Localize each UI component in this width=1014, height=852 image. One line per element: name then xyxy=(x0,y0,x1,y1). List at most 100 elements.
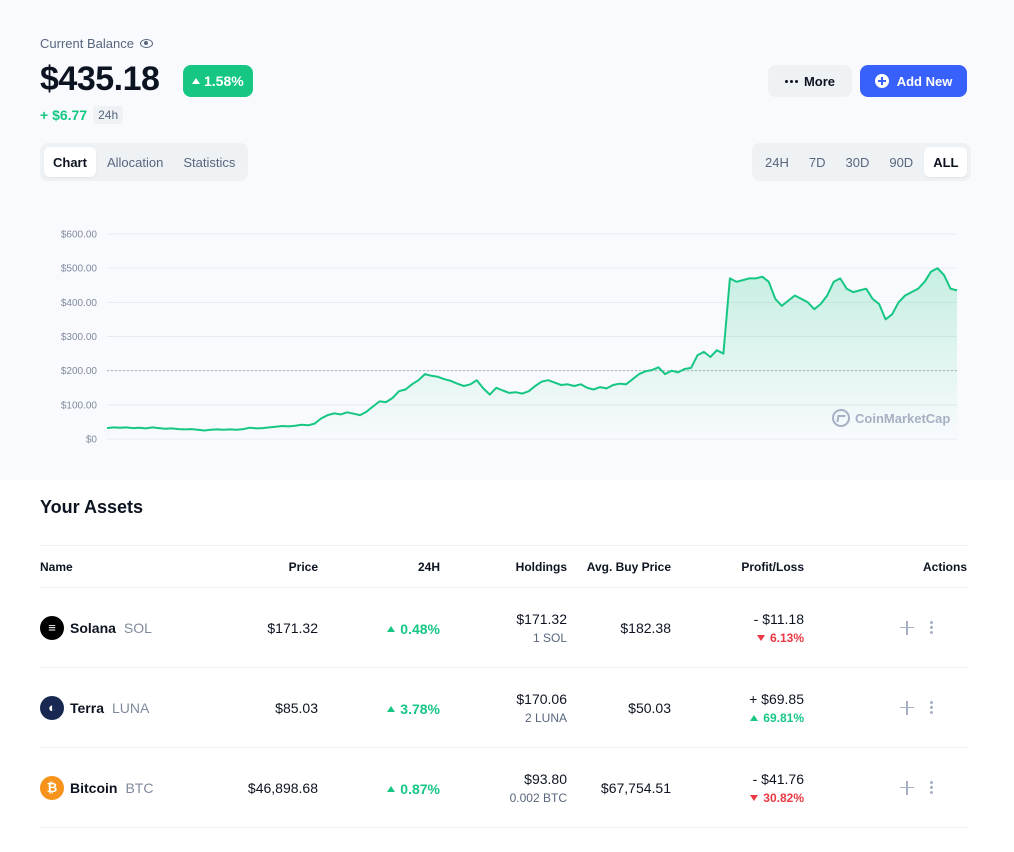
asset-pl-cell: + $69.85 69.81% xyxy=(671,667,804,748)
coinmarketcap-logo-icon xyxy=(832,409,850,427)
more-button-label: More xyxy=(803,73,836,89)
asset-24h-change: 0.48% xyxy=(400,620,440,637)
asset-24h-cell: 3.78% xyxy=(318,667,440,748)
holdings-value: $93.80 xyxy=(524,770,567,787)
tab-allocation[interactable]: Allocation xyxy=(106,154,164,170)
add-new-button-label: Add New xyxy=(896,73,953,89)
asset-avg-buy: $182.38 xyxy=(567,587,671,668)
pl-value: + $69.85 xyxy=(749,690,804,707)
add-transaction-icon[interactable] xyxy=(900,780,914,795)
solana-icon: ≡ xyxy=(40,615,64,640)
kebab-menu-icon[interactable] xyxy=(930,781,933,794)
range-7d[interactable]: 7D xyxy=(808,154,826,170)
current-balance: $435.18 xyxy=(40,60,160,98)
asset-price: $171.32 xyxy=(190,587,318,668)
balance-change-pct: 1.58% xyxy=(204,73,244,89)
asset-row[interactable]: ₿ Bitcoin BTC $46,898.68 0.87% $93.80 0.002 BT… xyxy=(40,747,967,828)
caret-down-icon xyxy=(750,794,759,801)
pl-pct: 69.81% xyxy=(763,710,804,725)
col-avg-buy[interactable]: Avg. Buy Price xyxy=(567,545,671,588)
range-90d[interactable]: 90D xyxy=(889,154,914,170)
balance-change-abs: + $6.77 xyxy=(40,107,88,123)
asset-name[interactable]: Bitcoin xyxy=(70,779,118,796)
eye-icon[interactable] xyxy=(139,39,153,48)
asset-avg-buy: $50.03 xyxy=(567,667,671,748)
add-transaction-icon[interactable] xyxy=(900,700,914,715)
kebab-menu-icon[interactable] xyxy=(930,701,933,714)
asset-symbol: SOL xyxy=(123,619,152,636)
current-balance-label: Current Balance xyxy=(40,36,153,51)
col-24h[interactable]: 24H xyxy=(318,545,440,588)
asset-price: $85.03 xyxy=(190,667,318,748)
caret-up-icon xyxy=(387,625,396,632)
asset-name-cell: ≡ Solana SOL xyxy=(40,587,190,668)
pl-pct: 30.82% xyxy=(763,790,804,805)
asset-actions-cell xyxy=(804,747,967,828)
add-transaction-icon[interactable] xyxy=(900,620,914,635)
caret-down-icon xyxy=(756,634,765,641)
asset-name-cell: ₿ Bitcoin BTC xyxy=(40,747,190,828)
asset-row[interactable]: ≡ Solana SOL $171.32 0.48% $171.32 1 SOL $182.3… xyxy=(40,587,967,668)
watermark-text: CoinMarketCap xyxy=(855,410,951,426)
tab-statistics[interactable]: Statistics xyxy=(183,154,236,170)
range-30d[interactable]: 30D xyxy=(845,154,870,170)
col-actions: Actions xyxy=(804,545,967,588)
col-price[interactable]: Price xyxy=(190,545,318,588)
asset-price: $46,898.68 xyxy=(190,747,318,828)
more-button[interactable]: More xyxy=(768,65,852,97)
asset-24h-change: 3.78% xyxy=(400,700,440,717)
asset-actions-cell xyxy=(804,667,967,748)
asset-pl-cell: - $11.18 6.13% xyxy=(671,587,804,668)
y-tick-label: $300.00 xyxy=(61,332,98,343)
y-tick-label: $0 xyxy=(86,435,98,446)
asset-name-cell: ◐ Terra LUNA xyxy=(40,667,190,748)
more-dots-icon xyxy=(784,79,798,83)
balance-change: + $6.77 24h xyxy=(40,106,124,124)
y-tick-label: $200.00 xyxy=(61,366,98,377)
plus-circle-icon xyxy=(874,74,889,88)
holdings-value: $170.06 xyxy=(516,690,567,707)
tab-chart[interactable]: Chart xyxy=(44,147,96,177)
terra-icon: ◐ xyxy=(40,695,64,720)
caret-up-icon xyxy=(387,705,396,712)
asset-name[interactable]: Solana xyxy=(70,619,116,636)
holdings-qty: 2 LUNA xyxy=(524,710,567,725)
range-all[interactable]: ALL xyxy=(924,147,968,177)
assets-table: Name Price 24H Holdings Avg. Buy Price P… xyxy=(40,545,967,828)
balance-chart[interactable]: $0 $100.00 $200.00 $300.00 $400.00 $500.00 $60… xyxy=(0,210,1014,460)
pl-pct: 6.13% xyxy=(769,630,804,645)
asset-holdings-cell: $170.06 2 LUNA xyxy=(440,667,567,748)
y-tick-label: $100.00 xyxy=(61,400,98,411)
chart-watermark: CoinMarketCap xyxy=(832,409,950,427)
col-holdings[interactable]: Holdings xyxy=(440,545,567,588)
asset-24h-change: 0.87% xyxy=(400,780,440,797)
balance-line[interactable] xyxy=(106,267,958,432)
asset-holdings-cell: $93.80 0.002 BTC xyxy=(440,747,567,828)
holdings-value: $171.32 xyxy=(516,610,567,627)
asset-24h-cell: 0.87% xyxy=(318,747,440,828)
view-tabs: Chart Allocation Statistics xyxy=(40,143,249,181)
col-profit-loss[interactable]: Profit/Loss xyxy=(671,545,804,588)
asset-actions-cell xyxy=(804,587,967,668)
caret-up-icon xyxy=(387,785,396,792)
assets-header-row: Name Price 24H Holdings Avg. Buy Price P… xyxy=(40,545,967,588)
y-tick-label: $400.00 xyxy=(61,298,98,309)
holdings-qty: 0.002 BTC xyxy=(509,790,567,805)
asset-symbol: BTC xyxy=(125,779,154,796)
asset-24h-cell: 0.48% xyxy=(318,587,440,668)
range-tabs: 24H 7D 30D 90D ALL xyxy=(752,143,972,181)
kebab-menu-icon[interactable] xyxy=(930,621,933,634)
asset-symbol: LUNA xyxy=(111,699,150,716)
range-24h[interactable]: 24H xyxy=(765,154,789,170)
add-new-button[interactable]: Add New xyxy=(860,65,967,97)
asset-row[interactable]: ◐ Terra LUNA $85.03 3.78% $170.06 2 LUNA $50.03… xyxy=(40,667,967,748)
col-name[interactable]: Name xyxy=(40,545,190,588)
asset-pl-cell: - $41.76 30.82% xyxy=(671,747,804,828)
balance-area xyxy=(107,268,957,439)
asset-name[interactable]: Terra xyxy=(70,699,104,716)
balance-label-text: Current Balance xyxy=(40,36,134,51)
caret-up-icon xyxy=(192,78,200,84)
y-tick-label: $500.00 xyxy=(61,264,98,275)
change-period-badge: 24h xyxy=(93,106,124,124)
holdings-qty: 1 SOL xyxy=(532,630,567,645)
